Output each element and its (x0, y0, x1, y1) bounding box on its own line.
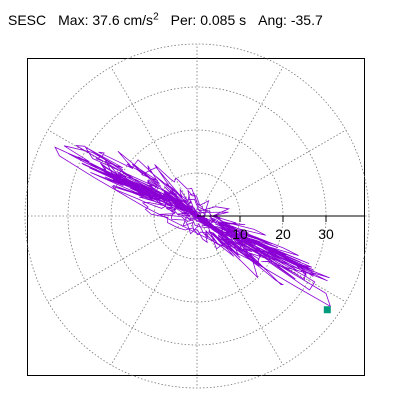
period-label: Per: (170, 12, 197, 28)
max-readout: Max: 37.6 cm/s2 (58, 12, 159, 28)
grid-spoke-300 (196, 215, 284, 366)
grid-spoke-240 (110, 215, 198, 366)
grid-spoke-30 (196, 129, 347, 217)
station-code: SESC (8, 12, 47, 28)
max-unit-exponent: 2 (153, 11, 159, 23)
grid-spoke-210 (47, 215, 198, 303)
chart-header: SESC Max: 37.6 cm/s2 Per: 0.085 s Ang: -… (8, 12, 323, 28)
end-marker (323, 306, 331, 314)
angle-readout: Ang: -35.7 (258, 12, 323, 28)
x-tick-label-30: 30 (318, 226, 334, 242)
x-tick-label-20: 20 (275, 226, 291, 242)
angle-label: Ang: (258, 12, 287, 28)
grid-spoke-120 (110, 66, 198, 217)
angle-value: -35.7 (290, 12, 323, 28)
x-tick-label-10: 10 (232, 226, 248, 242)
period-readout: Per: 0.085 s (171, 12, 247, 28)
period-value: 0.085 s (200, 12, 247, 28)
max-value: 37.6 (92, 12, 120, 28)
orbit-trace (63, 145, 330, 291)
plot-frame (27, 58, 365, 376)
grid-spoke-330 (196, 215, 347, 303)
grid-spoke-60 (196, 66, 284, 217)
max-unit: cm/s2 (123, 11, 159, 28)
max-label: Max: (58, 12, 89, 28)
